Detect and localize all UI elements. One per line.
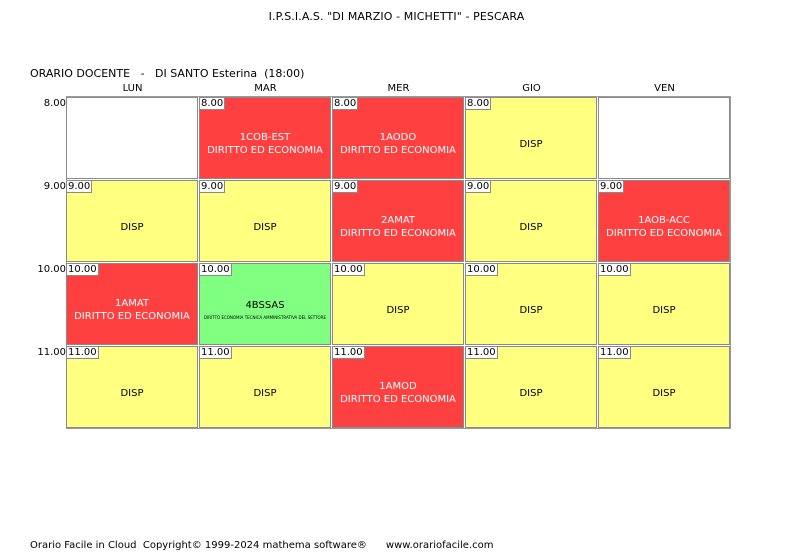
- cell-content: 1AMAT DIRITTO ED ECONOMIA: [67, 276, 197, 344]
- cell-class: 1AMOD: [379, 381, 417, 392]
- cell-time: 10.00: [333, 264, 365, 276]
- cell-time: 10.00: [466, 264, 498, 276]
- cell-class: DISP: [120, 221, 144, 233]
- timetable-cell[interactable]: 10.00 DISP: [332, 263, 464, 345]
- timetable-cell[interactable]: 10.00 DISP: [598, 263, 730, 345]
- cell-subject: DIRITTO ED ECONOMIA: [340, 228, 456, 239]
- timetable-cell[interactable]: 9.00 DISP: [465, 180, 597, 262]
- cell-content: DISP: [200, 193, 330, 261]
- timetable-cell[interactable]: 10.00 4BSSAS DIRITTO ECONOMIA TECNICA AMMI…: [199, 263, 331, 345]
- cell-class: DISP: [253, 221, 277, 233]
- cell-subject: DIRITTO ED ECONOMIA: [74, 311, 190, 322]
- cell-content: 1AMOD DIRITTO ED ECONOMIA: [333, 359, 463, 427]
- cell-subject: DIRITTO ED ECONOMIA: [207, 145, 323, 156]
- cell-time: 9.00: [466, 181, 492, 193]
- timetable-cell[interactable]: [66, 97, 198, 179]
- day-header-mer: MER: [387, 83, 410, 94]
- day-header-mar: MAR: [254, 83, 277, 94]
- cell-content: DISP: [466, 276, 596, 344]
- cell-subject: DIRITTO ED ECONOMIA: [606, 228, 722, 239]
- cell-time: 9.00: [333, 181, 359, 193]
- footer-copyright: Orario Facile in Cloud Copyright© 1999-2…: [30, 540, 494, 551]
- cell-class: DISP: [652, 387, 676, 399]
- hour-header-9: 9.00: [43, 181, 66, 192]
- timetable-grid: [66, 96, 731, 429]
- cell-subject: DIRITTO ED ECONOMIA: [340, 145, 456, 156]
- cell-content: 4BSSAS DIRITTO ECONOMIA TECNICA AMMINISTR…: [200, 276, 330, 344]
- cell-class: 1AOB-ACC: [638, 215, 690, 226]
- timetable-cell[interactable]: 11.00 1AMOD DIRITTO ED ECONOMIA: [332, 346, 464, 428]
- timetable-cell[interactable]: 10.00 1AMAT DIRITTO ED ECONOMIA: [66, 263, 198, 345]
- cell-time: 10.00: [200, 264, 232, 276]
- cell-class: DISP: [519, 221, 543, 233]
- cell-time: 9.00: [67, 181, 93, 193]
- cell-class: DISP: [652, 304, 676, 316]
- cell-content: DISP: [599, 359, 729, 427]
- cell-time: 11.00: [333, 347, 365, 359]
- cell-content: DISP: [333, 276, 463, 344]
- teacher-line: ORARIO DOCENTE - DI SANTO Esterina (18:0…: [30, 67, 305, 80]
- school-title: I.P.S.I.A.S. "DI MARZIO - MICHETTI" - PE…: [268, 10, 525, 23]
- timetable-cell[interactable]: [598, 97, 730, 179]
- timetable-cell[interactable]: 9.00 2AMAT DIRITTO ED ECONOMIA: [332, 180, 464, 262]
- cell-time: 8.00: [333, 98, 359, 110]
- cell-class: 2AMAT: [380, 215, 415, 226]
- cell-time: 11.00: [599, 347, 631, 359]
- cell-content: DISP: [200, 359, 330, 427]
- cell-time: 11.00: [466, 347, 498, 359]
- cell-content: 1AOB-ACC DIRITTO ED ECONOMIA: [599, 193, 729, 261]
- cell-content: DISP: [67, 359, 197, 427]
- day-header-ven: VEN: [654, 83, 675, 94]
- timetable-cell[interactable]: 9.00 1AOB-ACC DIRITTO ED ECONOMIA: [598, 180, 730, 262]
- cell-content: 2AMAT DIRITTO ED ECONOMIA: [333, 193, 463, 261]
- cell-class: DISP: [386, 304, 410, 316]
- cell-content: DISP: [67, 193, 197, 261]
- hour-header-8: 8.00: [43, 98, 66, 109]
- day-header-gio: GIO: [522, 83, 541, 94]
- cell-class: 1AMAT: [114, 298, 149, 309]
- cell-time: 9.00: [200, 181, 226, 193]
- timetable-cell[interactable]: 8.00 DISP: [465, 97, 597, 179]
- cell-class: DISP: [519, 304, 543, 316]
- cell-time: 9.00: [599, 181, 625, 193]
- cell-class: 4BSSAS: [245, 300, 285, 311]
- cell-content: 1AODO DIRITTO ED ECONOMIA: [333, 110, 463, 178]
- timetable-cell[interactable]: 8.00 1AODO DIRITTO ED ECONOMIA: [332, 97, 464, 179]
- cell-class: DISP: [519, 387, 543, 399]
- cell-content: DISP: [466, 193, 596, 261]
- timetable-cell[interactable]: 11.00 DISP: [598, 346, 730, 428]
- cell-time: 8.00: [200, 98, 226, 110]
- cell-content: DISP: [466, 359, 596, 427]
- cell-subject: DIRITTO ECONOMIA TECNICA AMMINISTRATIVA …: [203, 315, 326, 320]
- cell-time: 11.00: [200, 347, 232, 359]
- hour-header-11: 11.00: [37, 347, 66, 358]
- day-header-lun: LUN: [122, 83, 143, 94]
- timetable-cell[interactable]: 10.00 DISP: [465, 263, 597, 345]
- cell-class: DISP: [519, 138, 543, 150]
- cell-time: 10.00: [67, 264, 99, 276]
- timetable-cell[interactable]: 8.00 1COB-EST DIRITTO ED ECONOMIA: [199, 97, 331, 179]
- timetable-cell[interactable]: 11.00 DISP: [199, 346, 331, 428]
- cell-content: DISP: [466, 110, 596, 178]
- timetable-cell[interactable]: 9.00 DISP: [66, 180, 198, 262]
- hour-header-10: 10.00: [37, 264, 66, 275]
- cell-time: 8.00: [466, 98, 492, 110]
- cell-time: 11.00: [67, 347, 99, 359]
- cell-class: DISP: [253, 387, 277, 399]
- cell-class: DISP: [120, 387, 144, 399]
- timetable-cell[interactable]: 11.00 DISP: [465, 346, 597, 428]
- cell-content: DISP: [599, 276, 729, 344]
- timetable-cell[interactable]: 9.00 DISP: [199, 180, 331, 262]
- cell-subject: DIRITTO ED ECONOMIA: [340, 394, 456, 405]
- cell-time: 10.00: [599, 264, 631, 276]
- cell-content: 1COB-EST DIRITTO ED ECONOMIA: [200, 110, 330, 178]
- timetable-cell[interactable]: 11.00 DISP: [66, 346, 198, 428]
- cell-class: 1COB-EST: [239, 132, 291, 143]
- cell-class: 1AODO: [379, 132, 417, 143]
